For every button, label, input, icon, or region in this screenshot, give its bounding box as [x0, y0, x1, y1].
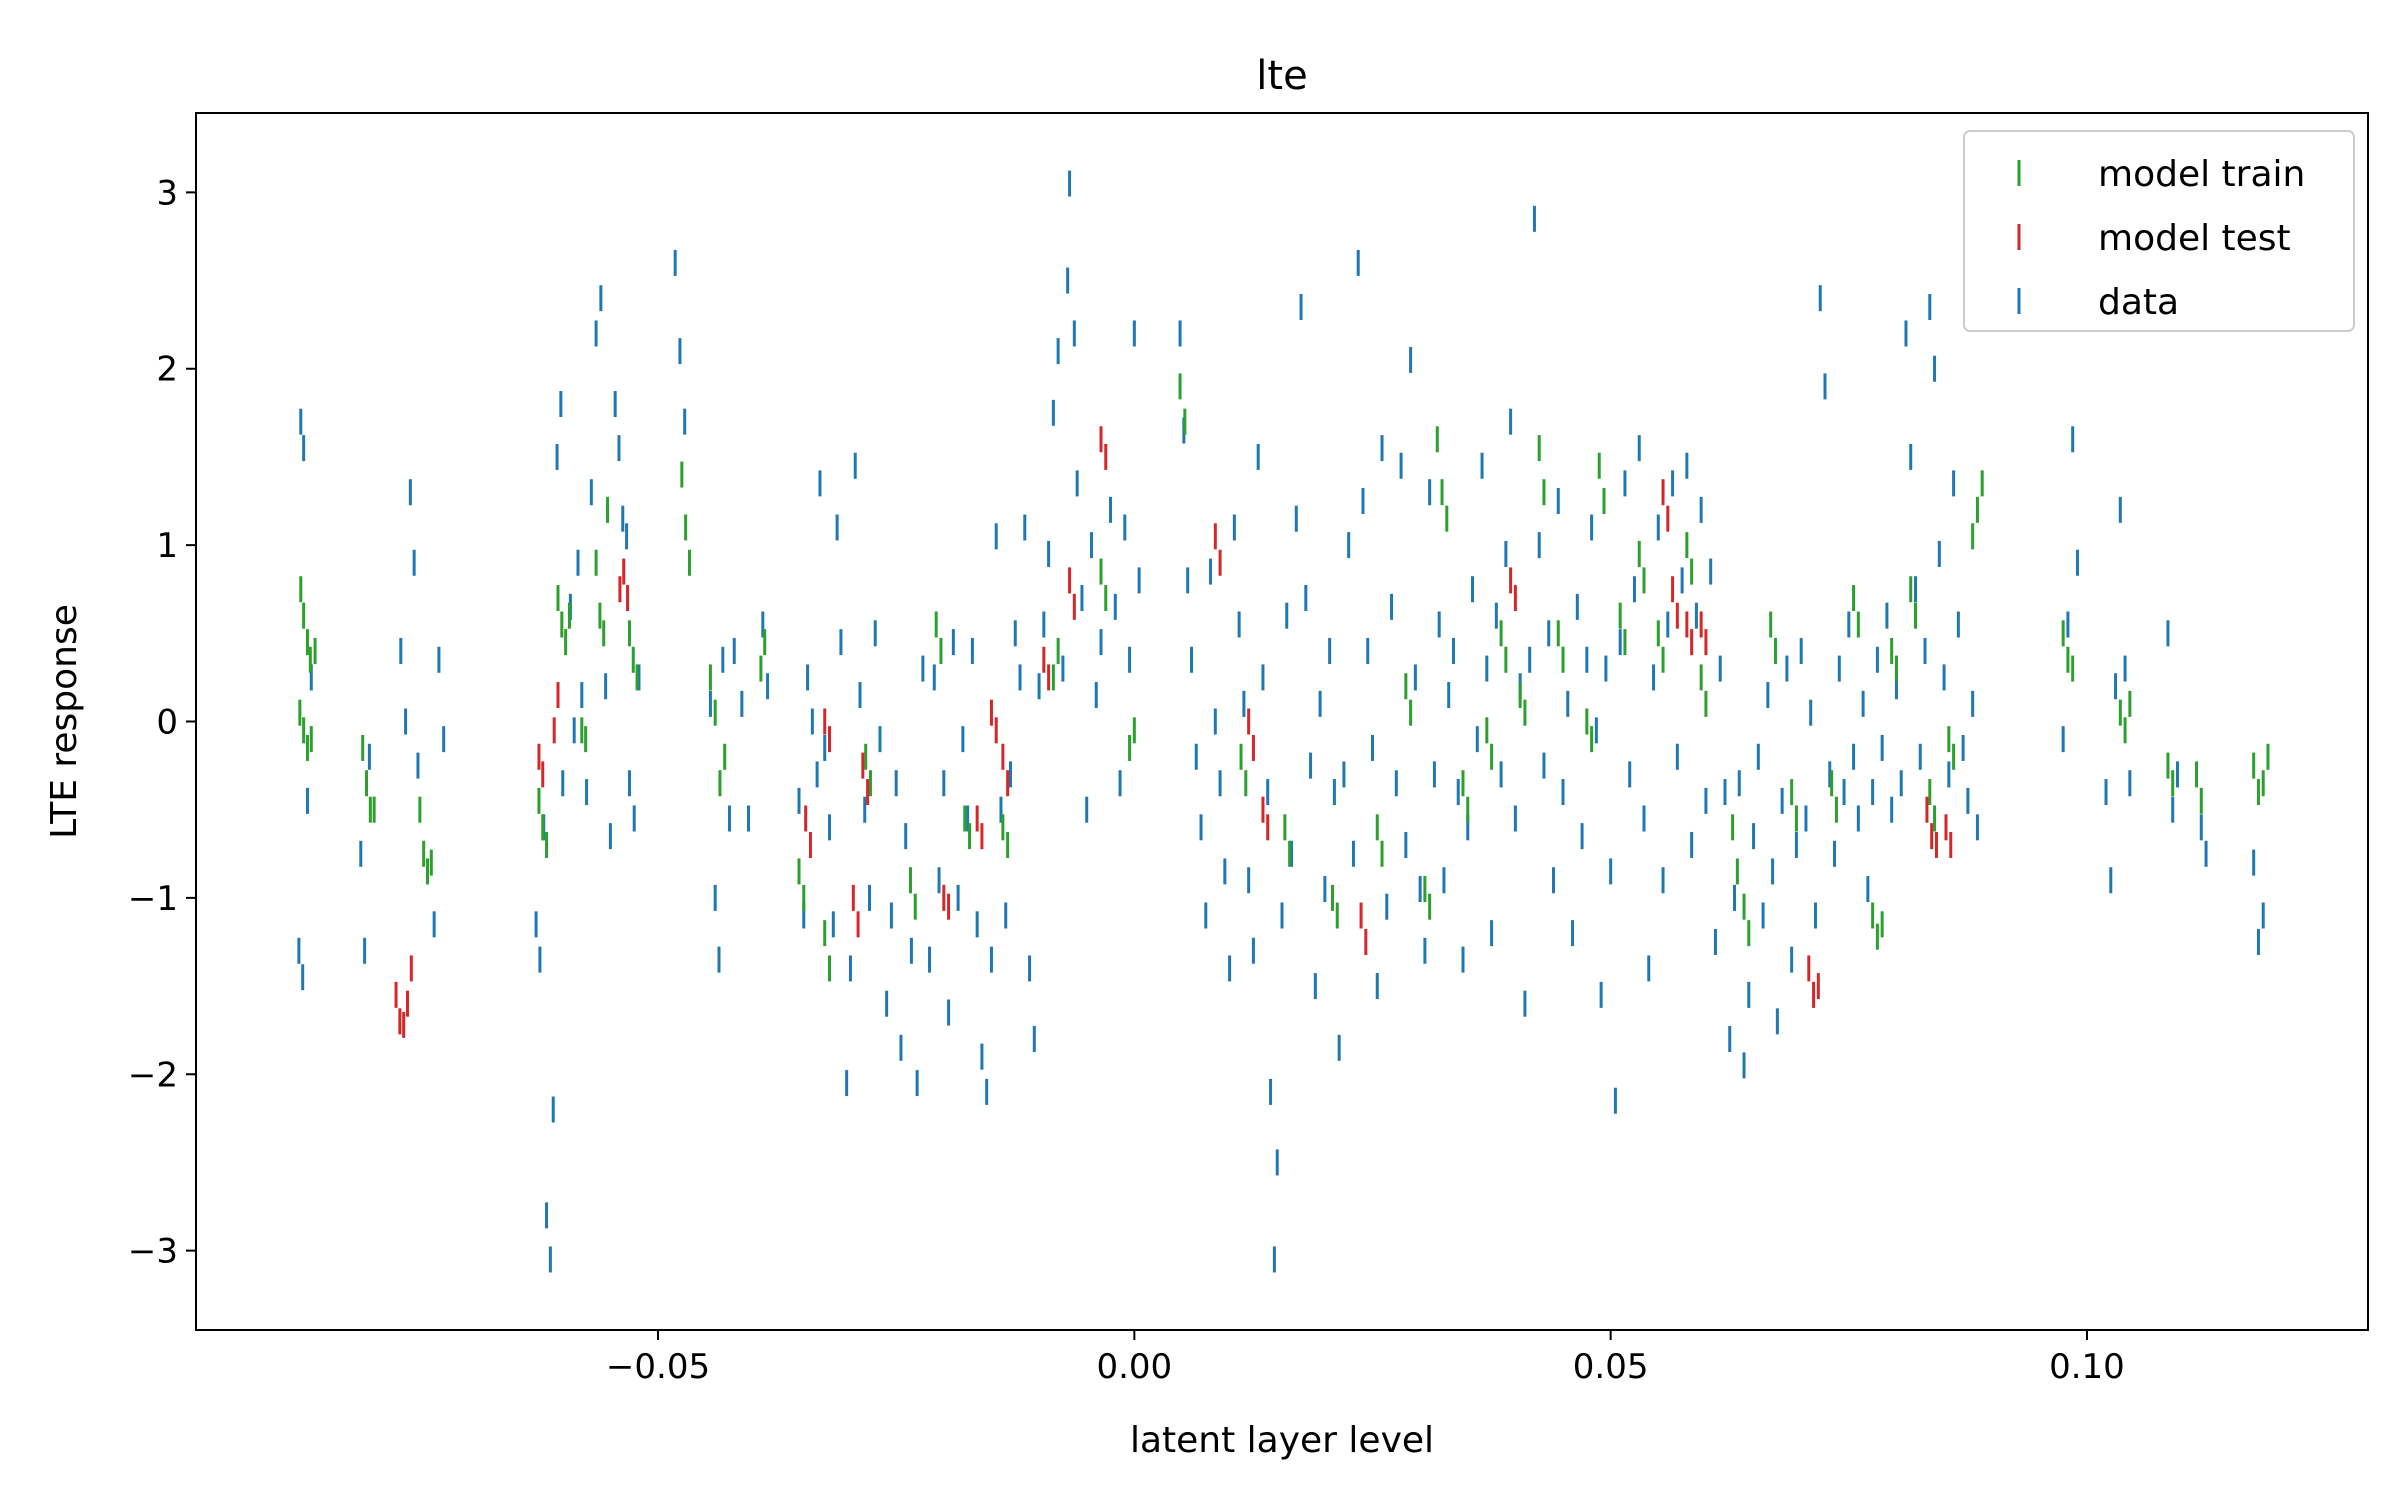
legend-label-model-test: model test — [2098, 218, 2291, 259]
y-tick-label: −1 — [128, 879, 178, 919]
x-tick-label: 0.05 — [1573, 1347, 1649, 1387]
x-tick-label: −0.05 — [606, 1347, 710, 1387]
x-axis: −0.05 0.00 0.05 0.10 — [606, 1330, 2125, 1387]
y-axis: −3 −2 −1 0 1 2 3 — [128, 173, 196, 1272]
plot-marks — [297, 170, 2270, 1273]
y-axis-title: LTE response — [44, 604, 85, 839]
legend-box — [1963, 130, 2355, 332]
y-tick-label: 0 — [156, 703, 178, 743]
y-tick-label: 2 — [156, 350, 178, 390]
y-tick-label: −3 — [128, 1232, 178, 1272]
legend-label-data: data — [2098, 282, 2179, 323]
y-tick-label: 1 — [156, 526, 178, 566]
x-axis-title: latent layer level — [1130, 1420, 1434, 1461]
legend-label-model-train: model train — [2098, 154, 2305, 195]
x-tick-label: 0.10 — [2049, 1347, 2125, 1387]
y-tick-label: −2 — [128, 1055, 178, 1095]
x-tick-label: 0.00 — [1096, 1347, 1172, 1387]
legend: model train model test data — [1963, 130, 2355, 332]
chart-title: lte — [1256, 53, 1307, 99]
y-tick-label: 3 — [156, 173, 178, 213]
